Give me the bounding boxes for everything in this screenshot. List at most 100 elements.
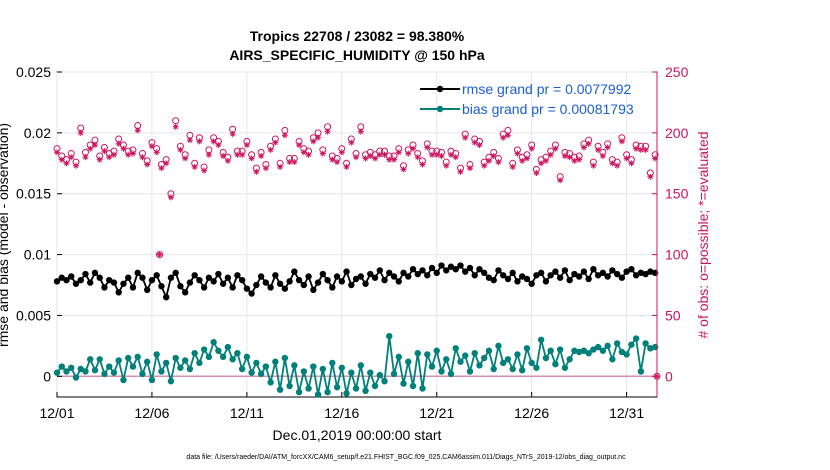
bias-point <box>599 347 607 354</box>
rmse-point <box>191 272 198 279</box>
obs-evaluated-marker <box>519 157 526 164</box>
bias-point <box>585 349 592 357</box>
bias-point <box>267 379 274 386</box>
obs-evaluated-stroke <box>125 152 131 158</box>
obs-evaluated-stroke <box>291 159 297 165</box>
bias-point <box>153 351 160 358</box>
obs-evaluated-stroke <box>576 157 582 163</box>
obs-evaluated-stroke <box>230 131 236 137</box>
obs-evaluated-stroke <box>272 140 278 146</box>
bias-point <box>433 347 440 354</box>
obs-evaluated-marker <box>410 145 417 152</box>
obs-evaluated-marker <box>82 154 89 161</box>
bias-point <box>613 340 621 347</box>
obs-evaluated-marker <box>400 166 407 173</box>
rmse-point <box>452 265 459 273</box>
rmse-point <box>238 276 246 284</box>
bias-point <box>457 358 464 365</box>
obs-evaluated-stroke <box>467 165 473 171</box>
obs-evaluated-stroke <box>83 154 88 160</box>
bias-point <box>129 363 137 370</box>
x-tick-label: 12/11 <box>230 405 264 421</box>
rmse-point <box>139 274 146 281</box>
obs-evaluated-stroke <box>92 142 98 148</box>
obs-evaluated-marker <box>433 151 440 158</box>
bias-point <box>53 369 61 376</box>
obs-evaluated-marker <box>528 145 535 152</box>
rmse-point <box>333 273 341 280</box>
obs-evaluated-stroke <box>624 155 630 161</box>
rmse-point <box>599 269 607 277</box>
rmse-point <box>167 274 175 281</box>
bias-series <box>53 332 659 398</box>
bias-point <box>148 376 156 384</box>
legend-bias-marker <box>436 105 444 113</box>
obs-evaluated-marker <box>87 145 94 152</box>
bias-point <box>143 358 151 365</box>
rmse-point <box>291 268 298 275</box>
rmse-point <box>443 267 450 274</box>
obs-evaluated-stroke <box>139 154 145 160</box>
obs-evaluated-marker <box>291 159 298 166</box>
bias-point <box>177 364 184 371</box>
x-axis-ticks: 12/01 12/06 12/11 12/16 12/21 12/26 12/31 <box>39 392 644 421</box>
obs-evaluated-marker <box>419 161 426 168</box>
rmse-point <box>329 284 336 291</box>
obs-evaluated-marker <box>405 150 412 157</box>
bias-point <box>219 353 227 361</box>
rmse-point <box>471 272 478 279</box>
bias-point <box>556 346 564 353</box>
obs-evaluated-stroke <box>54 149 60 155</box>
rmse-point <box>613 270 621 278</box>
obs-evaluated-marker <box>466 165 473 172</box>
bias-point <box>533 364 540 371</box>
obs-evaluated-marker <box>153 149 160 156</box>
obs-evaluated-marker <box>571 157 578 164</box>
rmse-point <box>243 285 251 292</box>
rmse-point <box>177 283 184 290</box>
bias-point <box>120 376 127 384</box>
bias-point <box>87 356 94 363</box>
obs-evaluated-marker <box>267 146 274 153</box>
obs-evaluated-stroke <box>168 194 174 200</box>
rmse-point <box>623 268 630 275</box>
rmse-point <box>604 273 611 280</box>
rmse-point <box>319 270 327 278</box>
obs-evaluated-marker <box>485 157 492 164</box>
obs-evaluated-marker <box>372 155 379 162</box>
obs-evaluated-marker <box>310 138 317 145</box>
rmse-point <box>476 265 483 273</box>
rmse-point <box>276 280 284 287</box>
obs-evaluated-marker <box>315 134 322 141</box>
rmse-point <box>143 286 151 294</box>
left-tick-label: 0 <box>43 368 51 384</box>
rmse-point <box>224 274 232 281</box>
rmse-point <box>362 280 369 287</box>
rmse-point <box>424 272 431 279</box>
obs-evaluated-stroke <box>462 135 468 141</box>
obs-evaluated-marker <box>424 144 431 151</box>
obs-evaluated-stroke <box>543 158 549 164</box>
obs-evaluated-marker <box>196 138 203 145</box>
obs-evaluated-marker <box>642 146 649 153</box>
bias-point <box>452 345 459 352</box>
rmse-point <box>96 274 103 281</box>
rmse-point <box>148 276 156 284</box>
obs-evaluated-marker <box>604 144 611 151</box>
left-axis-label: rmse and bias (model - observation) <box>0 123 11 347</box>
bias-point <box>91 367 99 374</box>
obs-evaluated-stroke <box>496 159 501 165</box>
obs-evaluated-marker <box>201 167 208 174</box>
bias-point <box>386 332 393 340</box>
obs-evaluated-marker <box>68 154 75 161</box>
bias-point <box>58 363 65 370</box>
obs-evaluated-stroke <box>510 164 516 170</box>
rmse-point <box>257 273 265 280</box>
obs-evaluated-marker <box>438 152 445 159</box>
rmse-point <box>509 269 516 277</box>
obs-evaluated-marker <box>557 177 564 184</box>
bias-point <box>115 357 122 364</box>
obs-evaluated-stroke <box>225 158 231 164</box>
x-axis-label: Dec.01,2019 00:00:00 start <box>273 427 442 443</box>
obs-evaluated-marker <box>476 142 483 149</box>
